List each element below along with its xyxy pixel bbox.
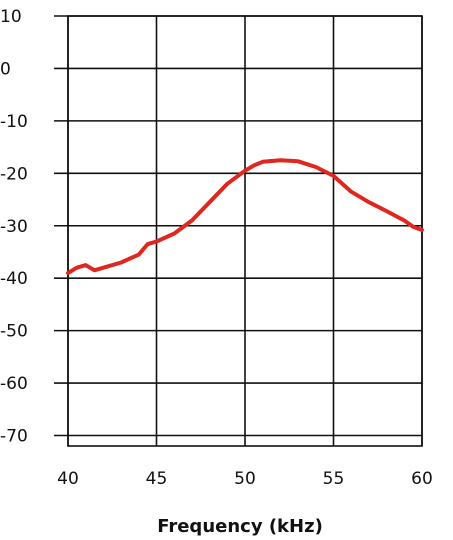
x-tick-label: 50 — [234, 469, 256, 489]
x-tick-label: 55 — [323, 469, 345, 489]
x-tick-label: 45 — [146, 469, 168, 489]
grid — [54, 15, 423, 447]
x-axis-ticks: 40 45 50 55 60 — [57, 469, 433, 489]
y-tick-label: -20 — [0, 164, 28, 184]
y-axis-ticks: 10 0 -10 -20 -30 -40 -50 -60 -70 — [0, 7, 28, 447]
y-tick-label: -50 — [0, 322, 28, 342]
y-tick-label: 0 — [0, 59, 11, 79]
x-tick-label: 40 — [57, 469, 79, 489]
y-tick-label: 10 — [0, 7, 22, 27]
x-axis-title: Frequency (kHz) — [157, 516, 323, 537]
series-layer — [66, 158, 424, 275]
y-tick-label: -70 — [0, 427, 28, 447]
series-line — [66, 158, 424, 275]
y-tick-label: -30 — [0, 217, 28, 237]
x-tick-label: 60 — [411, 469, 433, 489]
y-tick-label: -40 — [0, 269, 28, 289]
y-tick-label: -60 — [0, 374, 28, 394]
y-tick-label: -10 — [0, 112, 28, 132]
